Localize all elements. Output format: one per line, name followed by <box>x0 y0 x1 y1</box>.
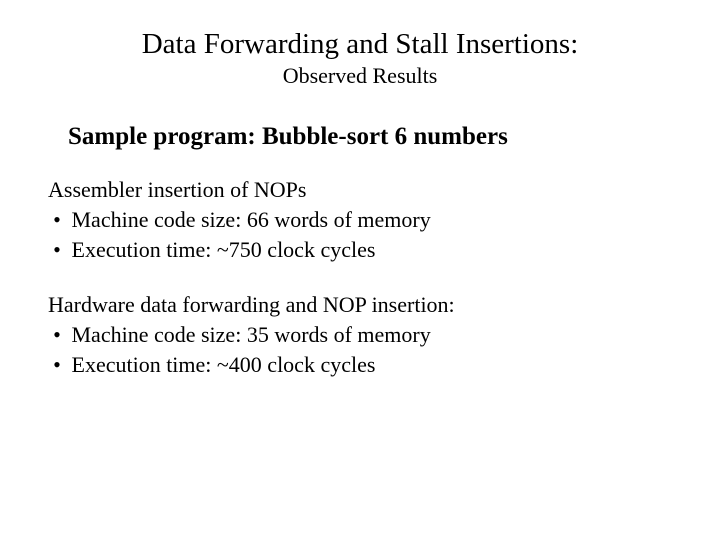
bullet-text: Machine code size: 66 words of memory <box>72 207 431 232</box>
bullet-icon: • <box>48 205 66 235</box>
slide: Data Forwarding and Stall Insertions: Ob… <box>0 0 720 540</box>
section-label: Assembler insertion of NOPs <box>48 177 672 203</box>
bullet-item: • Execution time: ~400 clock cycles <box>48 350 672 380</box>
bullet-icon: • <box>48 320 66 350</box>
sample-program-heading: Sample program: Bubble-sort 6 numbers <box>48 123 672 151</box>
bullet-text: Machine code size: 35 words of memory <box>72 322 431 347</box>
bullet-text: Execution time: ~400 clock cycles <box>72 352 376 377</box>
slide-title: Data Forwarding and Stall Insertions: <box>48 28 672 61</box>
bullet-item: • Machine code size: 66 words of memory <box>48 205 672 235</box>
bullet-item: • Machine code size: 35 words of memory <box>48 320 672 350</box>
bullet-icon: • <box>48 350 66 380</box>
bullet-item: • Execution time: ~750 clock cycles <box>48 235 672 265</box>
bullet-text: Execution time: ~750 clock cycles <box>72 237 376 262</box>
slide-subtitle: Observed Results <box>48 63 672 89</box>
section-label: Hardware data forwarding and NOP inserti… <box>48 292 672 318</box>
section-gap <box>48 264 672 292</box>
bullet-icon: • <box>48 235 66 265</box>
